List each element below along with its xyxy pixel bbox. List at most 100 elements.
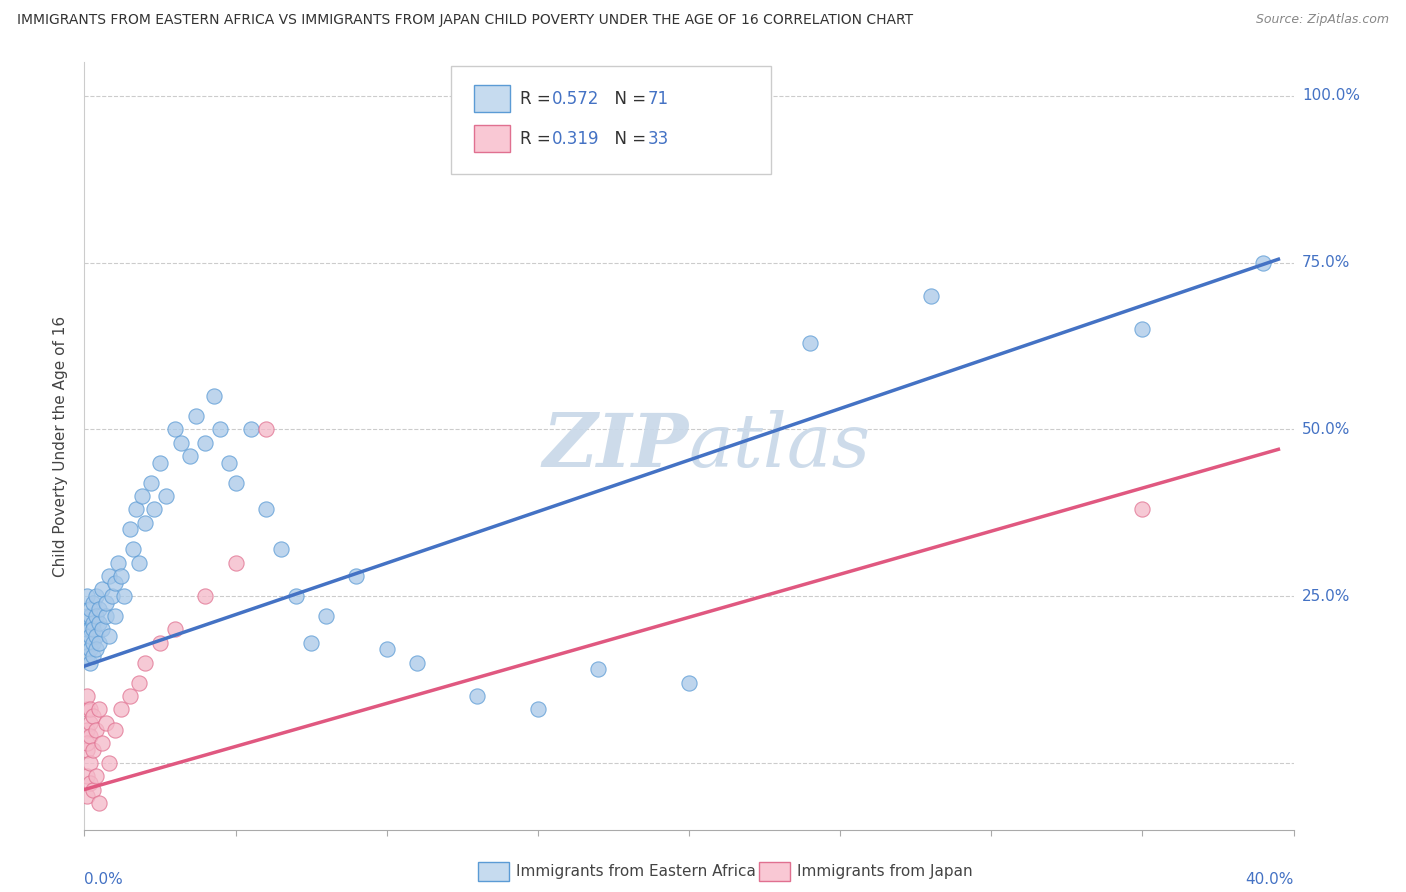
Point xyxy=(121,542,143,557)
Point xyxy=(315,609,337,624)
Text: 0.0%: 0.0% xyxy=(84,871,124,887)
Point xyxy=(1130,502,1153,516)
Point xyxy=(128,556,150,570)
Point xyxy=(89,796,111,810)
Point xyxy=(79,623,101,637)
Point xyxy=(134,656,156,670)
Point xyxy=(131,489,153,503)
Point xyxy=(375,642,398,657)
Text: Source: ZipAtlas.com: Source: ZipAtlas.com xyxy=(1256,13,1389,27)
Point xyxy=(76,769,98,783)
Point xyxy=(97,569,120,583)
Point xyxy=(76,609,98,624)
Text: 50.0%: 50.0% xyxy=(1302,422,1350,437)
Point xyxy=(89,702,111,716)
Point xyxy=(179,449,201,463)
Point xyxy=(527,702,550,716)
Text: 71: 71 xyxy=(648,90,669,108)
Point xyxy=(149,456,172,470)
Text: N =: N = xyxy=(605,130,651,148)
Point xyxy=(94,609,117,624)
Text: 33: 33 xyxy=(648,130,669,148)
Point xyxy=(76,736,98,750)
Text: atlas: atlas xyxy=(689,409,872,483)
Point xyxy=(194,589,217,603)
Point xyxy=(82,636,104,650)
Point xyxy=(104,575,127,590)
Point xyxy=(225,475,247,490)
Text: 0.572: 0.572 xyxy=(553,90,600,108)
Point xyxy=(89,602,111,616)
Point xyxy=(89,615,111,630)
Point xyxy=(86,629,108,643)
Point xyxy=(165,422,187,436)
Point xyxy=(76,789,98,804)
Point xyxy=(1253,255,1275,269)
Point xyxy=(139,475,162,490)
Point xyxy=(82,615,104,630)
FancyBboxPatch shape xyxy=(451,66,770,174)
Point xyxy=(155,489,177,503)
Point xyxy=(79,642,101,657)
Text: 0.319: 0.319 xyxy=(553,130,600,148)
Point xyxy=(107,556,129,570)
Point xyxy=(79,702,101,716)
Text: IMMIGRANTS FROM EASTERN AFRICA VS IMMIGRANTS FROM JAPAN CHILD POVERTY UNDER THE : IMMIGRANTS FROM EASTERN AFRICA VS IMMIGR… xyxy=(17,13,912,28)
Text: 25.0%: 25.0% xyxy=(1302,589,1350,604)
Point xyxy=(76,623,98,637)
Point xyxy=(149,636,172,650)
Point xyxy=(165,623,187,637)
Point xyxy=(678,675,700,690)
Point xyxy=(254,502,277,516)
Point xyxy=(82,709,104,723)
Point xyxy=(299,636,322,650)
Point xyxy=(76,723,98,737)
Point xyxy=(104,723,127,737)
Point xyxy=(76,649,98,664)
Point xyxy=(209,422,232,436)
Point xyxy=(1130,322,1153,336)
Point xyxy=(110,702,132,716)
Point xyxy=(254,422,277,436)
Point xyxy=(239,422,262,436)
Point xyxy=(170,435,193,450)
Point xyxy=(91,623,114,637)
Point xyxy=(76,742,98,756)
Point xyxy=(270,542,292,557)
Point xyxy=(112,589,135,603)
Point xyxy=(94,715,117,730)
Point xyxy=(142,502,165,516)
Text: 40.0%: 40.0% xyxy=(1246,871,1294,887)
Point xyxy=(406,656,429,670)
Point xyxy=(79,602,101,616)
Point xyxy=(186,409,208,423)
Text: 100.0%: 100.0% xyxy=(1302,88,1360,103)
Point xyxy=(89,636,111,650)
Point xyxy=(91,736,114,750)
Point xyxy=(76,636,98,650)
Text: ZIP: ZIP xyxy=(543,409,689,483)
Point xyxy=(86,723,108,737)
Point xyxy=(94,596,117,610)
Point xyxy=(285,589,308,603)
Point xyxy=(76,589,98,603)
Point xyxy=(82,782,104,797)
Point xyxy=(76,689,98,703)
Point xyxy=(118,522,141,536)
Point xyxy=(79,715,101,730)
Point xyxy=(346,569,368,583)
Point xyxy=(467,689,489,703)
Text: N =: N = xyxy=(605,90,651,108)
Point xyxy=(82,742,104,756)
Point xyxy=(86,769,108,783)
Point xyxy=(588,663,610,677)
Text: R =: R = xyxy=(520,130,555,148)
Point xyxy=(128,675,150,690)
Point xyxy=(82,649,104,664)
Point xyxy=(86,589,108,603)
Point xyxy=(91,582,114,597)
Point xyxy=(110,569,132,583)
Point xyxy=(97,629,120,643)
Point xyxy=(86,609,108,624)
Text: Immigrants from Eastern Africa: Immigrants from Eastern Africa xyxy=(516,864,756,879)
